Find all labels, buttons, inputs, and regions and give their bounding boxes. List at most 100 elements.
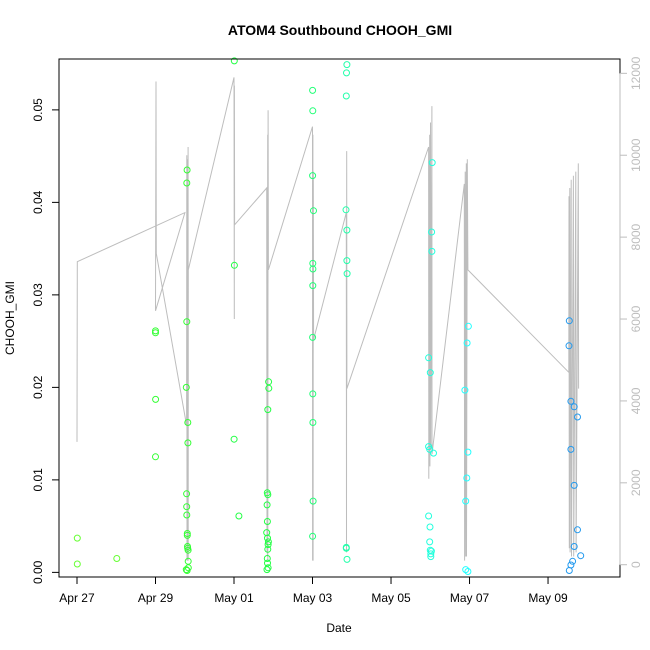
data-point — [309, 390, 317, 398]
data-point — [426, 523, 434, 531]
data-point — [230, 57, 238, 65]
data-point — [264, 406, 272, 414]
y2-tick-label: 4000 — [629, 387, 643, 414]
data-point — [263, 518, 271, 525]
y2-axis: 0 2000 4000 6000 8000 10000 12000 — [619, 56, 643, 568]
data-point — [263, 555, 271, 562]
data-point — [569, 557, 577, 565]
altitude-line-layer — [76, 77, 580, 561]
data-point — [113, 555, 121, 562]
data-point — [343, 257, 351, 265]
data-point — [183, 179, 191, 187]
x-tick-label: May 09 — [528, 591, 568, 605]
y2-tick-label: 0 — [629, 561, 643, 568]
y-axis-label: CHOOH_GMI — [3, 281, 17, 355]
data-point — [309, 282, 317, 290]
data-point — [183, 531, 191, 539]
data-point — [464, 322, 472, 330]
data-point — [183, 318, 191, 326]
y2-tick-label: 6000 — [629, 305, 643, 332]
data-point — [463, 339, 471, 347]
data-point — [264, 491, 272, 499]
data-point — [577, 552, 585, 560]
data-point — [426, 369, 434, 377]
data-point — [309, 333, 317, 341]
data-point — [343, 555, 351, 563]
data-point — [183, 530, 191, 537]
data-point — [309, 419, 317, 426]
x-tick-label: May 05 — [371, 591, 411, 605]
x-tick-label: May 07 — [450, 591, 490, 605]
data-point — [182, 566, 190, 574]
y2-tick-label: 2000 — [629, 469, 643, 496]
y-tick-label: 0.04 — [31, 190, 45, 214]
y-tick-label: 0.02 — [31, 375, 45, 399]
data-point — [342, 92, 350, 100]
x-tick-label: May 01 — [214, 591, 254, 605]
x-axis: Apr 27 Apr 29 May 01 May 03 May 05 May 07 May … — [59, 576, 568, 605]
data-point — [565, 317, 573, 325]
data-point — [235, 512, 243, 520]
data-point — [425, 512, 433, 520]
data-point — [310, 207, 317, 215]
data-point — [73, 560, 81, 568]
data-point — [264, 559, 271, 567]
data-point — [183, 511, 191, 519]
data-point — [342, 544, 350, 552]
altitude-line — [76, 77, 580, 561]
data-point — [461, 386, 469, 394]
data-point — [183, 503, 191, 511]
plot-frame — [58, 58, 621, 578]
data-point — [184, 557, 192, 565]
data-point — [463, 474, 471, 482]
data-point — [265, 384, 273, 392]
y-tick-label: 0.03 — [31, 283, 45, 307]
data-point — [425, 354, 433, 362]
data-point — [430, 449, 437, 457]
y-tick-label: 0.05 — [31, 98, 45, 122]
data-point — [309, 497, 317, 505]
data-point — [343, 69, 350, 77]
data-point — [565, 342, 573, 350]
data-point — [426, 538, 434, 546]
x-tick-label: Apr 29 — [138, 591, 174, 605]
data-point — [264, 534, 271, 542]
data-point — [309, 265, 317, 273]
data-point — [265, 378, 273, 386]
data-point — [570, 543, 578, 550]
y2-tick-label: 10000 — [629, 138, 643, 172]
data-point — [230, 435, 238, 443]
x-tick-label: May 03 — [293, 591, 333, 605]
data-point — [183, 567, 191, 574]
data-point — [73, 534, 81, 542]
data-points-layer — [73, 57, 585, 575]
data-point — [182, 383, 190, 391]
data-point — [183, 166, 191, 174]
data-point — [183, 490, 191, 498]
data-point — [428, 159, 436, 167]
data-point — [230, 261, 238, 269]
data-point — [570, 403, 578, 411]
data-point — [152, 453, 159, 461]
data-point — [263, 501, 271, 509]
data-point — [152, 329, 159, 337]
chart-title: ATOM4 Southbound CHOOH_GMI — [228, 22, 452, 38]
data-point — [574, 526, 581, 534]
y-tick-label: 0.00 — [31, 560, 45, 584]
data-point — [309, 172, 317, 180]
data-point — [184, 419, 192, 426]
data-point — [462, 497, 470, 505]
data-point — [567, 397, 575, 405]
data-point — [342, 206, 350, 214]
data-point — [184, 546, 192, 554]
data-point — [343, 270, 351, 278]
data-point — [152, 327, 159, 335]
data-point — [462, 566, 470, 574]
data-point — [309, 532, 317, 540]
data-point — [309, 107, 317, 115]
data-point — [574, 413, 581, 421]
data-point — [567, 445, 575, 453]
data-point — [263, 566, 271, 574]
data-point — [264, 564, 272, 572]
data-point — [427, 553, 435, 561]
